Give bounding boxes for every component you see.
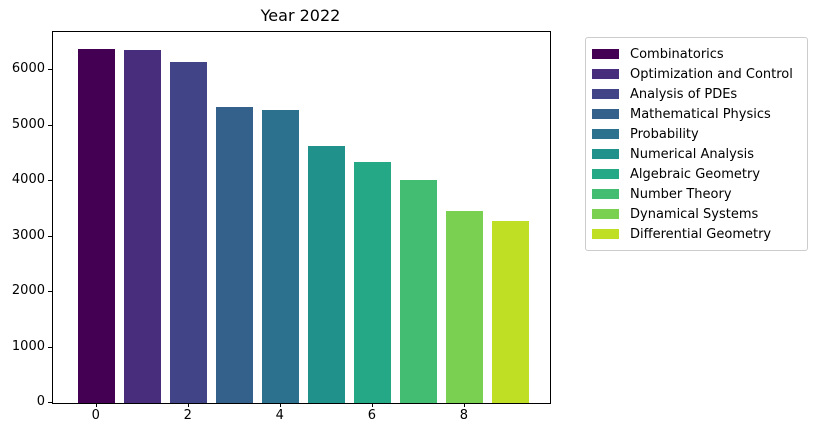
legend-swatch (592, 209, 619, 219)
x-tick-label: 2 (183, 408, 192, 423)
y-tick-mark (48, 402, 52, 403)
y-tick-mark (48, 346, 52, 348)
legend-label: Optimization and Control (630, 66, 793, 82)
bar-number-theory (400, 180, 438, 403)
bar-numerical-analysis (308, 146, 346, 403)
x-tick-label: 6 (367, 408, 376, 423)
bar-algebraic-geometry (354, 161, 392, 403)
y-tick-label: 3000 (11, 227, 45, 243)
bar-combinatorics (78, 48, 116, 403)
legend-entry-number-theory: Number Theory (592, 184, 801, 204)
y-tick-mark (48, 291, 52, 293)
legend-entry-combinatorics: Combinatorics (592, 44, 801, 64)
x-tick-mark (95, 403, 97, 407)
legend: Combinatorics Optimization and Control Ana… (585, 37, 808, 251)
legend-entry-optimization-and-control: Optimization and Control (592, 64, 801, 84)
bar-mathematical-physics (216, 107, 254, 403)
legend-swatch (592, 149, 619, 159)
plot-area (52, 31, 551, 404)
x-tick-mark (187, 403, 189, 407)
y-tick-mark (48, 180, 52, 182)
bar-probability (262, 109, 300, 403)
legend-swatch (592, 109, 619, 119)
legend-label: Mathematical Physics (630, 106, 771, 122)
legend-label: Differential Geometry (630, 226, 772, 242)
legend-entry-dynamical-systems: Dynamical Systems (592, 204, 801, 224)
legend-label: Analysis of PDEs (630, 86, 738, 102)
bar-differential-geometry (492, 221, 530, 403)
bar-analysis-of-pdes (170, 62, 208, 403)
legend-label: Algebraic Geometry (630, 166, 761, 182)
x-tick-mark (371, 403, 373, 407)
x-tick-mark (279, 403, 281, 407)
legend-label: Dynamical Systems (630, 206, 759, 222)
legend-entry-analysis-of-pdes: Analysis of PDEs (592, 84, 801, 104)
x-tick-label: 4 (275, 408, 284, 423)
legend-swatch (592, 69, 619, 79)
x-tick-mark (463, 403, 465, 407)
y-tick-label: 0 (36, 394, 45, 409)
y-tick-mark (48, 69, 52, 71)
legend-swatch (592, 129, 619, 139)
legend-label: Numerical Analysis (630, 146, 755, 162)
legend-swatch (592, 49, 619, 59)
legend-entry-differential-geometry: Differential Geometry (592, 224, 801, 244)
legend-swatch (592, 229, 619, 239)
legend-label: Number Theory (630, 186, 732, 202)
y-tick-label: 2000 (11, 283, 45, 299)
legend-label: Combinatorics (630, 46, 724, 62)
x-tick-label: 0 (91, 408, 100, 423)
y-tick-label: 6000 (11, 61, 45, 77)
y-tick-label: 1000 (11, 338, 45, 354)
y-tick-mark (48, 235, 52, 237)
y-tick-label: 5000 (11, 116, 45, 132)
legend-swatch (592, 169, 619, 179)
y-tick-label: 4000 (11, 172, 45, 188)
bar-optimization-and-control (124, 50, 162, 403)
legend-swatch (592, 189, 619, 199)
legend-entry-mathematical-physics: Mathematical Physics (592, 104, 801, 124)
legend-entry-algebraic-geometry: Algebraic Geometry (592, 164, 801, 184)
chart-title: Year 2022 (260, 6, 341, 25)
legend-swatch (592, 89, 619, 99)
x-tick-label: 8 (459, 408, 468, 423)
legend-entry-numerical-analysis: Numerical Analysis (592, 144, 801, 164)
legend-entry-probability: Probability (592, 124, 801, 144)
legend-label: Probability (630, 126, 699, 142)
bar-dynamical-systems (446, 211, 484, 403)
y-tick-mark (48, 124, 52, 126)
